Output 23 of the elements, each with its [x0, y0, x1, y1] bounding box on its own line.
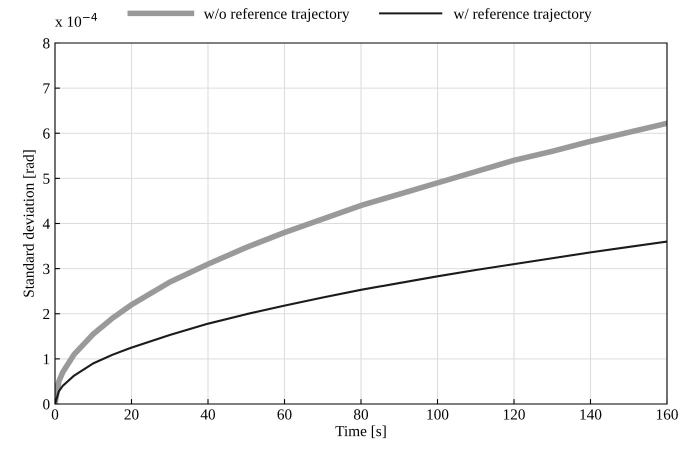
x-tick-label: 20: [124, 409, 139, 420]
x-axis-title: Time [s]: [335, 425, 386, 438]
x-tick-label: 0: [52, 409, 58, 420]
y-axis-title: Standard deviation [rad]: [23, 150, 36, 297]
legend-label: w/o reference trajectory: [204, 8, 350, 22]
y-tick-label: 8: [43, 38, 50, 48]
y-tick-label: 2: [43, 308, 50, 320]
x-tick-label: 40: [200, 409, 216, 420]
x-tick-label: 100: [427, 409, 448, 420]
y-tick-label: 5: [43, 174, 50, 184]
y-tick-label: 7: [44, 83, 50, 94]
y-tick-label: 0: [43, 399, 50, 410]
y-tick-label: 1: [44, 354, 50, 364]
y-tick-label: 6: [43, 128, 50, 139]
text: x 10$^{−4}$: [55, 12, 98, 27]
x-tick-label: 140: [580, 409, 602, 420]
x-tick-label: 120: [504, 409, 525, 420]
y-tick-label: 4: [42, 218, 50, 229]
y-tick-label: 3: [43, 264, 50, 274]
x-tick-label: 80: [354, 409, 368, 420]
x-tick-label: 160: [656, 409, 678, 420]
x-tick-label: 60: [278, 409, 292, 420]
legend-label: w/ reference trajectory: [453, 8, 592, 22]
